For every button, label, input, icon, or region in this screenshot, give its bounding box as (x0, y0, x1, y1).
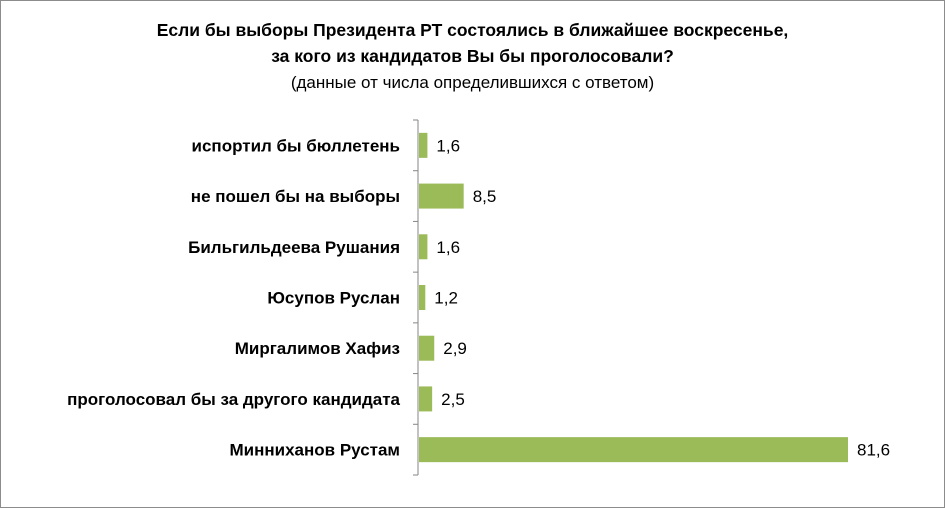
category-label: Юсупов Руслан (267, 289, 400, 308)
chart-subtitle: (данные от числа определившихся с ответо… (290, 73, 655, 92)
value-label: 2,9 (443, 339, 467, 358)
value-label: 1,6 (436, 238, 460, 257)
bar (419, 234, 428, 260)
chart-title-line-1: Если бы выборы Президента РТ состоялись … (156, 20, 789, 40)
chart-title: Если бы выборы Президента РТ состоялись … (1, 17, 944, 69)
bar (419, 335, 435, 361)
value-label: 1,2 (434, 289, 458, 308)
bar (419, 285, 426, 310)
category-label: испортил бы бюллетень (192, 136, 400, 155)
value-label: 2,5 (441, 390, 465, 409)
bar (419, 132, 428, 158)
category-label: не пошел бы на выборы (191, 187, 400, 206)
category-label: Минниханов Рустам (229, 441, 400, 460)
chart-title-line-2: за кого из кандидатов Вы бы проголосовал… (271, 46, 674, 66)
value-label: 1,6 (436, 136, 460, 155)
category-label: Бильгильдеева Рушания (188, 238, 400, 257)
bar (419, 183, 464, 209)
bar (419, 386, 433, 412)
bar (419, 437, 848, 463)
category-label: Миргалимов Хафиз (235, 339, 400, 358)
value-label: 8,5 (473, 187, 497, 206)
value-label: 81,6 (857, 441, 890, 460)
category-label: проголосовал бы за другого кандидата (67, 390, 400, 409)
